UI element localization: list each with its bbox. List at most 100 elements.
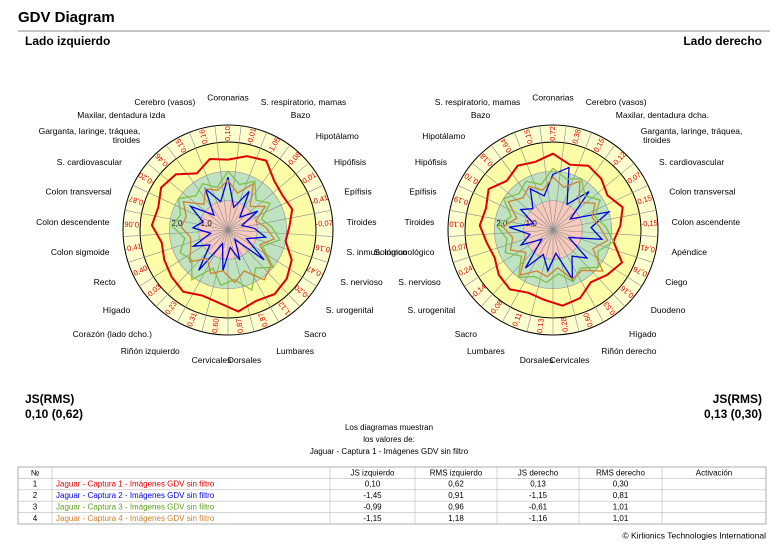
summary-label: JS(RMS) [713,392,762,406]
spoke [139,229,229,287]
row-number: 2 [33,491,38,500]
category-label-line: Garganta, laringe, tráquea, [39,126,141,136]
spoke [552,132,592,231]
sector-value: 0,06 [124,220,139,230]
sector-value: 0,60 [210,318,221,334]
note-line: Los diagramas muestran [345,423,433,432]
row-number: 4 [33,514,38,523]
table-frame [17,466,767,525]
row-name: Jaguar - Captura 2 - Imágenes GDV sin fi… [56,491,215,500]
series-line [188,177,268,271]
category-label: Dorsales [520,355,554,365]
category-label: S. urogenital [407,305,455,315]
sector-value: -0,07 [449,242,467,254]
spoke [227,229,333,237]
category-label: Epífisis [409,186,436,196]
sector-value: -0,15 [640,218,658,228]
row-value: 0,13 [530,480,546,489]
category-label: S. respiratorio, mamas [435,97,521,107]
r-tick-label: 1,0 [201,219,213,228]
category-label: Apéndice [672,247,708,257]
sector-value: 0,19 [453,194,470,207]
sector-value: 0,87 [234,318,245,334]
category-label: Recto [94,277,116,287]
series-line [171,170,281,292]
row-value: 0,96 [448,503,464,512]
category-label: Duodeno [651,305,686,315]
category-label: Cervicales [550,355,590,365]
spoke [177,229,229,323]
row-number: 3 [33,503,38,512]
spoke [214,125,229,231]
category-label: Coronarias [532,92,574,102]
summary-label: JS(RMS) [25,392,74,406]
spoke [227,162,310,231]
spoke [464,229,554,287]
spoke [453,229,554,263]
note-line: Jaguar - Captura 1 - Imágenes GDV sin fi… [310,447,469,456]
sector-value: -0,41 [124,242,142,254]
sector-value: -0,01 [245,127,258,146]
spoke [227,229,255,332]
category-label: Hígado [103,305,131,315]
sector-value: 0,13 [535,318,546,334]
row-value: 0,81 [613,491,629,500]
spoke [526,229,554,332]
spoke [552,125,567,231]
category-label: Riñón izquierdo [121,346,180,356]
row-value: -0,61 [529,503,548,512]
sector-value: 0,10 [223,126,232,141]
category-label-line: tiroides [641,135,671,145]
category-label: Sacro [304,329,326,339]
row-value: 0,91 [448,491,464,500]
sector-value: 0,15 [636,193,653,206]
row-value: -1,15 [363,514,382,523]
category-label: S. urogenital [326,305,374,315]
sector-value: 0,15 [522,128,534,144]
category-label: Corazón (lado dcho.) [73,329,153,339]
sector-value: 0,16 [197,128,209,144]
category-label: Colon ascendente [672,217,741,227]
spoke [552,229,658,237]
category-label: S. inmunológico [347,247,408,257]
spoke [448,229,554,237]
spoke [552,229,653,263]
category-label: Ciego [665,277,687,287]
row-value: 0,62 [448,480,464,489]
table-header: JS izquierdo [350,468,395,477]
category-label: Tiroides [347,217,377,227]
spoke [123,229,229,237]
r-tick-label: 2,0 [171,219,183,228]
category-label: Maxilar, dentadura izda [77,110,165,120]
page-title: GDV Diagram [18,9,115,26]
sector-value: 0,10 [449,220,464,230]
category-label: S. inmunológico [374,247,435,257]
category-label: Coronarias [207,92,249,102]
row-value: 1,01 [613,503,629,512]
category-label-line: tiroides [110,135,140,145]
category-label: Cerebro (vasos) [134,97,195,107]
side-title: Lado izquierdo [25,34,110,48]
series-line [150,155,294,313]
spoke [552,229,580,332]
series-line [496,167,615,284]
spoke [227,185,324,231]
footer: © Kirlionics Technologies International [622,530,766,540]
row-value: -1,45 [363,491,382,500]
series-line [502,176,609,280]
spoke [227,144,290,231]
summary-value: 0,10 (0,62) [25,407,83,421]
spoke [552,210,657,231]
spoke [132,185,229,231]
sector-value: 0,87 [128,194,145,207]
spoke [552,185,649,231]
sector-value: -0,28 [559,317,570,335]
spoke [502,229,554,323]
category-label: Hipófisis [334,157,366,167]
note-line: los valores de: [363,435,415,444]
spoke [514,132,554,231]
side-title: Lado derecho [683,34,762,48]
category-label: Epífisis [344,186,371,196]
category-label: Tiroides [404,217,434,227]
